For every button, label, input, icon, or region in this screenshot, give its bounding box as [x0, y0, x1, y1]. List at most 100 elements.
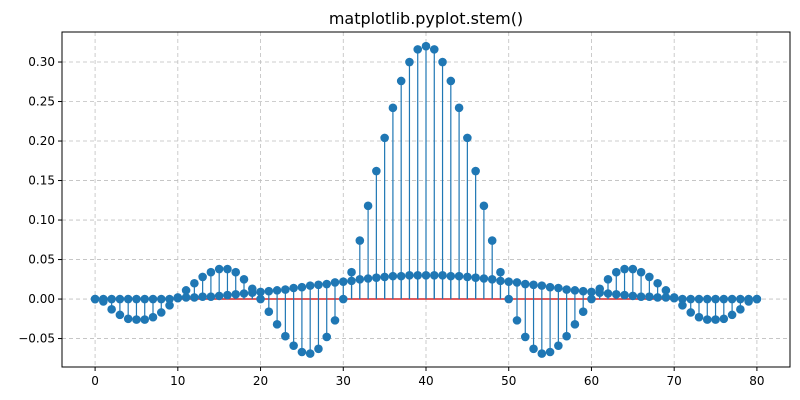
stem-marker — [736, 305, 745, 314]
x-tick-label: 80 — [749, 374, 764, 388]
stem-marker — [694, 294, 704, 304]
stem-marker — [107, 305, 116, 314]
stem-marker — [554, 283, 563, 293]
chart-title: matplotlib.pyplot.stem() — [329, 9, 523, 28]
y-tick-label: 0.25 — [28, 95, 55, 109]
stem-marker — [471, 166, 480, 176]
stem-marker — [496, 276, 505, 286]
stem-marker — [653, 278, 662, 288]
stem-marker — [578, 307, 588, 316]
markers-layer — [90, 41, 762, 358]
stem-marker — [669, 293, 679, 302]
stem-marker — [380, 133, 389, 143]
stem-marker — [603, 274, 613, 284]
x-tick-label: 40 — [418, 374, 433, 388]
stem-marker — [702, 294, 712, 304]
y-tick-label: 0.10 — [28, 213, 55, 227]
stem-marker — [289, 341, 298, 350]
stem-marker — [479, 201, 489, 211]
stem-marker — [190, 278, 199, 288]
y-tick-label: 0.05 — [28, 253, 55, 267]
stem-marker — [719, 294, 729, 304]
stem-marker — [90, 294, 100, 304]
stem-marker — [603, 289, 613, 298]
stem-marker — [413, 45, 423, 54]
stem-marker — [421, 271, 431, 280]
stem-marker — [272, 320, 282, 329]
x-tick-label: 20 — [253, 374, 268, 388]
stem-marker — [165, 294, 174, 304]
stem-marker — [363, 274, 373, 283]
stem-marker — [347, 267, 356, 277]
stem-marker — [330, 316, 340, 325]
stem-marker — [727, 310, 737, 320]
stem-marker — [206, 267, 216, 277]
x-tick-label: 50 — [501, 374, 516, 388]
stem-marker — [181, 286, 191, 295]
stem-marker — [338, 277, 348, 286]
stem-marker — [620, 290, 629, 300]
stem-marker — [107, 294, 116, 304]
stem-marker — [115, 294, 125, 304]
stem-marker — [190, 293, 199, 302]
stem-marker — [479, 274, 489, 283]
stem-marker — [372, 166, 381, 176]
stem-marker — [289, 283, 298, 293]
stem-marker — [661, 293, 671, 302]
stem-marker — [214, 291, 224, 301]
stem-marker — [578, 286, 588, 296]
stem-marker — [611, 290, 621, 299]
stem-marker — [347, 276, 356, 286]
stem-marker — [372, 273, 381, 283]
stem-marker — [322, 332, 332, 342]
stem-marker — [214, 264, 224, 274]
stem-marker — [454, 271, 464, 281]
stem-marker — [405, 57, 414, 67]
stem-marker — [694, 312, 704, 322]
stem-marker — [487, 236, 497, 245]
stem-marker — [520, 279, 530, 289]
stem-marker — [256, 294, 265, 304]
stem-marker — [198, 292, 207, 301]
stem-marker — [562, 331, 571, 341]
stem-marker — [322, 279, 332, 289]
stem-marker — [388, 103, 398, 113]
stem-marker — [256, 287, 265, 297]
stem-marker — [123, 314, 133, 324]
stem-marker — [545, 347, 555, 357]
stem-marker — [628, 291, 638, 301]
stem-marker — [363, 201, 373, 211]
stem-marker — [99, 297, 108, 306]
stem-marker — [297, 282, 307, 292]
stem-marker — [512, 316, 522, 325]
stem-marker — [165, 301, 174, 310]
stem-marker — [421, 41, 431, 51]
stem-marker — [396, 271, 406, 281]
stem-marker — [231, 267, 241, 277]
stem-marker — [413, 271, 423, 280]
stem-marker — [636, 267, 646, 277]
stem-marker — [156, 294, 166, 304]
stem-marker — [529, 344, 538, 354]
stem-marker — [355, 274, 365, 284]
stem-marker — [496, 267, 505, 277]
stem-marker — [314, 280, 323, 290]
stem-marker — [562, 285, 571, 294]
stem-marker — [454, 103, 464, 113]
stem-marker — [702, 315, 712, 324]
stem-marker — [314, 344, 323, 354]
x-tick-label: 10 — [170, 374, 185, 388]
stem-marker — [247, 284, 257, 294]
stem-marker — [223, 290, 232, 300]
stem-marker — [661, 286, 671, 295]
y-tick-label: 0.20 — [28, 134, 55, 148]
stem-marker — [512, 278, 522, 287]
stem-marker — [231, 290, 241, 299]
stem-marker — [520, 332, 530, 342]
stem-marker — [487, 274, 497, 284]
stem-marker — [587, 294, 596, 304]
stem-marker — [123, 294, 133, 304]
stem-marker — [281, 331, 290, 341]
stem-marker — [686, 308, 696, 317]
